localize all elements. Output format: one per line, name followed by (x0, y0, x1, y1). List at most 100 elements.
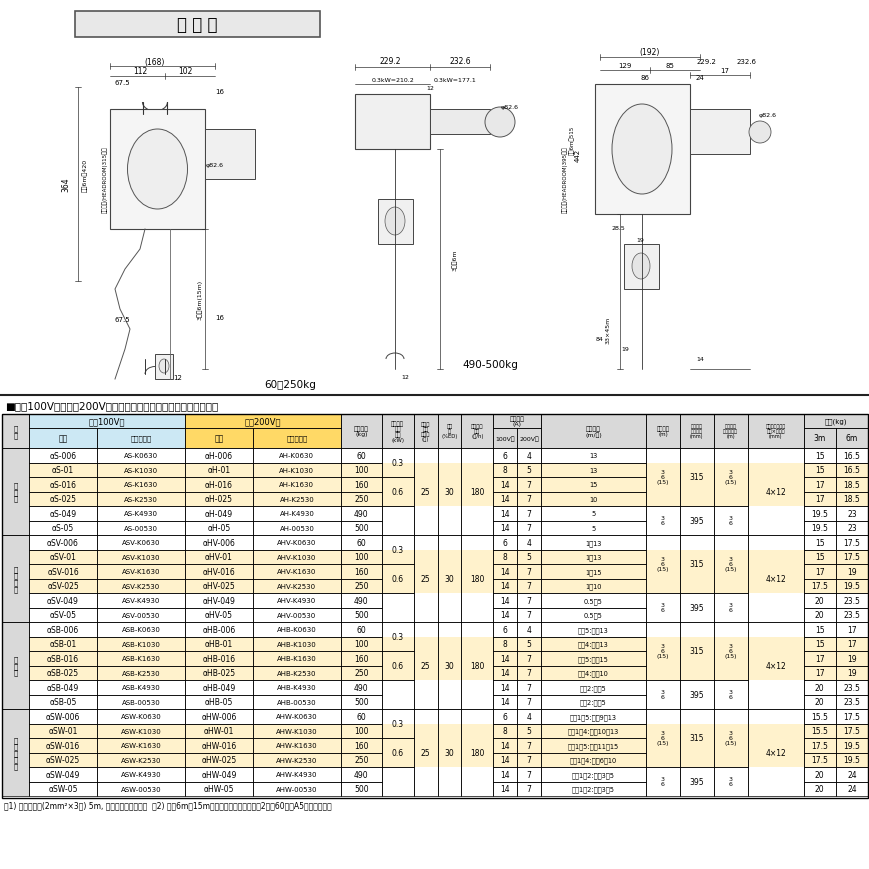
Text: 一速5:二速13: 一速5:二速13 (577, 627, 608, 633)
Bar (96, 724, 185, 738)
Text: 30: 30 (444, 748, 454, 757)
Bar (835, 521, 867, 535)
Text: 395: 395 (689, 603, 703, 613)
Text: 低速1～2:高速3～5: 低速1～2:高速3～5 (571, 771, 614, 778)
Text: 4×12: 4×12 (765, 574, 785, 583)
Bar (516, 753, 541, 767)
Bar (646, 767, 679, 796)
Bar (253, 492, 341, 507)
Text: 注1) 電源コード(2mm²×3芯) 5m, 差し込みプラグ付。  注2) 揚程6m・15mの商品コードは、最後の2桁ぇ60又はA5になります。: 注1) 電源コード(2mm²×3芯) 5m, 差し込みプラグ付。 注2) 揚程6… (4, 800, 331, 809)
Text: AHW-K2530: AHW-K2530 (275, 757, 317, 763)
Text: 160: 160 (354, 567, 368, 576)
Bar (96, 579, 185, 594)
Bar (381, 507, 414, 535)
Bar (541, 492, 646, 507)
Text: 364: 364 (62, 177, 70, 192)
Bar (594, 85, 689, 215)
Bar (96, 666, 185, 680)
Text: 7: 7 (526, 785, 531, 793)
Text: 24: 24 (695, 75, 704, 81)
Bar (185, 463, 253, 477)
Bar (185, 680, 253, 694)
Text: 500: 500 (354, 611, 368, 620)
Text: AHW-K1030: AHW-K1030 (275, 728, 317, 734)
Text: 4: 4 (526, 625, 531, 634)
Text: 86: 86 (640, 75, 649, 81)
Bar (746, 709, 803, 796)
Text: 4×12: 4×12 (765, 748, 785, 757)
Bar (341, 607, 381, 622)
Bar (341, 579, 381, 594)
Bar (29, 550, 96, 564)
Bar (96, 428, 185, 448)
Text: 14: 14 (500, 596, 509, 605)
Bar (2, 709, 867, 724)
Text: 7: 7 (526, 596, 531, 605)
Bar (541, 724, 646, 738)
Text: ASB-K2530: ASB-K2530 (122, 670, 160, 676)
Text: 14: 14 (500, 524, 509, 533)
Text: 232.6: 232.6 (736, 59, 756, 65)
Text: αHV-01: αHV-01 (205, 553, 233, 561)
Text: 17: 17 (814, 481, 824, 489)
Bar (2, 550, 867, 564)
Bar (341, 448, 381, 463)
Bar (185, 428, 253, 448)
Bar (96, 738, 185, 753)
Text: 23.5: 23.5 (842, 596, 859, 605)
Text: αHB-025: αHB-025 (202, 668, 235, 678)
Bar (185, 477, 253, 492)
Text: 押ボタン
コード長さ
(m): 押ボタン コード長さ (m) (722, 424, 738, 439)
Bar (437, 535, 461, 622)
Bar (835, 492, 867, 507)
Text: 6: 6 (502, 712, 507, 721)
Bar (96, 637, 185, 651)
Bar (2, 507, 867, 521)
Text: 15: 15 (814, 538, 824, 547)
Bar (381, 738, 414, 767)
Ellipse shape (128, 129, 188, 209)
Text: 395: 395 (689, 777, 703, 786)
Text: ASW-K4930: ASW-K4930 (121, 772, 161, 778)
Bar (493, 428, 516, 448)
Text: 寸 法 図: 寸 法 図 (176, 16, 217, 34)
Bar (541, 767, 646, 781)
Text: 3
6: 3 6 (660, 690, 664, 700)
Bar (679, 594, 713, 622)
Text: 7: 7 (526, 567, 531, 576)
Bar (253, 521, 341, 535)
Bar (803, 415, 867, 428)
Text: 315: 315 (689, 560, 703, 569)
Bar (341, 594, 381, 607)
Bar (541, 535, 646, 550)
Text: 232.6: 232.6 (448, 57, 470, 66)
Text: αHV-05: αHV-05 (205, 611, 233, 620)
Text: 16: 16 (216, 315, 224, 321)
Bar (253, 535, 341, 550)
Bar (679, 448, 713, 507)
Bar (341, 767, 381, 781)
Text: 3
6
(15): 3 6 (15) (724, 644, 736, 659)
Bar (253, 694, 341, 709)
Text: αSB-006: αSB-006 (47, 625, 79, 634)
Text: 3
6
(15): 3 6 (15) (656, 557, 668, 572)
Text: 4×12: 4×12 (765, 488, 785, 496)
Text: 8: 8 (502, 553, 507, 561)
Bar (205, 129, 255, 180)
Text: 23.5: 23.5 (842, 611, 859, 620)
Text: αHW-01: αHW-01 (203, 726, 234, 735)
Text: 25: 25 (421, 748, 430, 757)
Text: 14: 14 (500, 567, 509, 576)
Bar (185, 507, 253, 521)
Bar (414, 622, 437, 709)
Text: ASV-K2530: ASV-K2530 (122, 583, 160, 589)
Ellipse shape (748, 122, 770, 144)
Bar (253, 607, 341, 622)
Bar (2, 448, 867, 463)
Text: 3
6: 3 6 (728, 690, 732, 700)
Bar (516, 666, 541, 680)
Text: 7: 7 (526, 755, 531, 765)
Text: 60: 60 (356, 625, 366, 634)
Text: αSB-049: αSB-049 (47, 683, 79, 692)
Text: 7: 7 (526, 481, 531, 489)
